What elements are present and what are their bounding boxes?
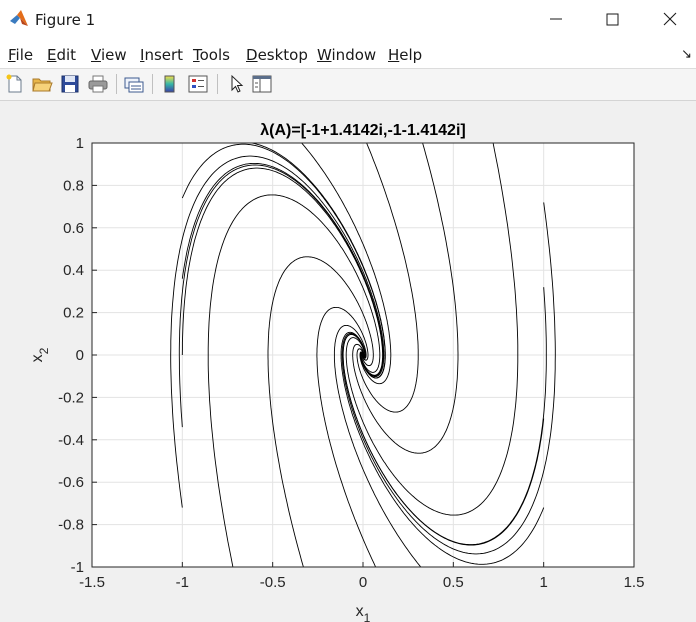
toolbar-separator — [116, 74, 117, 94]
y-tick-label: 0.2 — [63, 305, 84, 322]
close-button[interactable] — [650, 6, 690, 34]
trajectory-line — [207, 194, 381, 567]
new-figure-icon[interactable] — [4, 73, 26, 95]
y-axis-label: x2 — [29, 347, 51, 362]
trajectory-line — [232, 143, 386, 379]
svg-text:x1: x1 — [356, 603, 371, 622]
menu-insert[interactable]: Insert — [140, 46, 184, 64]
trajectory-line — [356, 143, 419, 413]
matlab-logo-icon — [10, 10, 28, 26]
y-tick-label: -1 — [71, 559, 84, 576]
y-tick-label: 1 — [76, 135, 84, 152]
trajectory-line — [267, 256, 374, 567]
colorbar-icon[interactable] — [159, 73, 181, 95]
title-bar: Figure 1 — [0, 0, 696, 40]
maximize-button[interactable] — [592, 6, 632, 34]
menu-tools[interactable]: Tools — [193, 46, 230, 64]
y-tick-label: -0.2 — [58, 389, 84, 406]
x-tick-label: -1 — [176, 574, 189, 591]
menu-overflow-icon[interactable]: ↘ — [681, 46, 692, 61]
x-tick-label: 0 — [359, 574, 367, 591]
phase-portrait-axes[interactable]: -1.5 -1 -0.5 0 0.5 1 1.5-1-0.8-0.6-0.4-0.200.2… — [0, 101, 696, 622]
y-tick-label: 0.6 — [63, 220, 84, 237]
y-tick-label: 0 — [76, 347, 84, 364]
pointer-icon[interactable] — [225, 73, 247, 95]
legend-icon[interactable] — [187, 73, 209, 95]
link-plot-icon[interactable] — [123, 73, 145, 95]
figure-canvas[interactable]: -1.5 -1 -0.5 0 0.5 1 1.5 -1 -0.8 -0.6 -0.4 -0.2 0 0.2… — [0, 101, 696, 622]
minimize-button[interactable] — [536, 6, 576, 34]
property-inspector-icon[interactable] — [251, 73, 273, 95]
x-tick-label: 1.5 — [624, 574, 645, 591]
menu-edit[interactable]: Edit — [47, 46, 77, 64]
menu-file[interactable]: File — [8, 46, 34, 64]
print-icon[interactable] — [87, 73, 109, 95]
window-title: Figure 1 — [35, 11, 96, 29]
menu-bar: File Edit View Insert Tools Desktop Wind… — [0, 40, 696, 69]
x-tick-label: 1 — [539, 574, 547, 591]
trajectory-line — [333, 324, 422, 567]
svg-text:x2: x2 — [29, 347, 51, 362]
y-tick-label: -0.8 — [58, 517, 84, 534]
open-file-icon[interactable] — [31, 73, 53, 95]
menu-window[interactable]: Window — [317, 46, 377, 64]
x-tick-label: 0.5 — [443, 574, 464, 591]
toolbar-separator — [217, 74, 218, 94]
y-tick-label: 0.8 — [63, 177, 84, 194]
toolbar-separator — [152, 74, 153, 94]
y-tick-label: 0.4 — [63, 262, 84, 279]
plot-title: λ(A)=[-1+1.4142i,-1-1.4142i] — [260, 122, 465, 139]
toolbar — [0, 69, 696, 101]
menu-desktop[interactable]: Desktop — [246, 46, 308, 64]
x-tick-label: -1.5 — [79, 574, 105, 591]
x-axis-label: x1 — [356, 603, 371, 622]
y-tick-label: -0.6 — [58, 474, 84, 491]
menu-view[interactable]: View — [91, 46, 127, 64]
trajectory-line — [301, 143, 392, 385]
trajectory-line — [340, 331, 545, 565]
trajectory-line — [316, 306, 377, 567]
trajectory-line — [352, 143, 459, 454]
trajectory-line — [345, 143, 519, 516]
y-tick-label: -0.4 — [58, 432, 84, 449]
menu-help[interactable]: Help — [388, 46, 423, 64]
save-icon[interactable] — [59, 73, 81, 95]
x-tick-label: -0.5 — [260, 574, 286, 591]
